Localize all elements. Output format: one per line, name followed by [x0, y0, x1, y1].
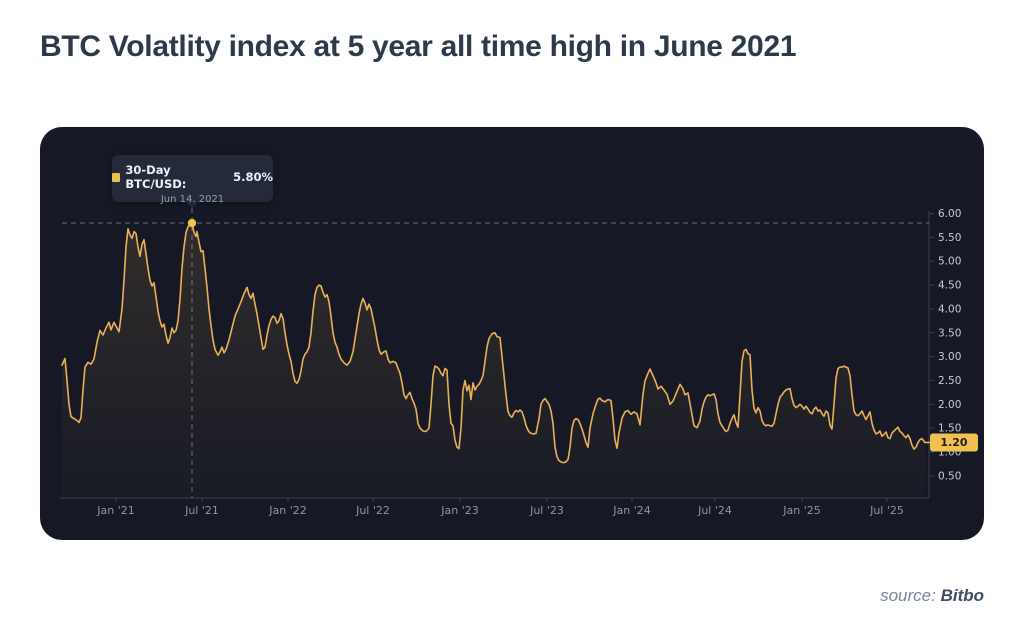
x-axis-label: Jul '24: [697, 504, 732, 517]
source-prefix: source:: [880, 586, 936, 605]
x-axis-label: Jan '21: [96, 504, 134, 517]
y-axis-label: 1.50: [938, 423, 961, 435]
tooltip-value: 5.80%: [233, 170, 273, 184]
volatility-area: [62, 223, 925, 498]
y-axis-label: 2.50: [938, 375, 961, 387]
x-axis-label: Jul '23: [529, 504, 564, 517]
chart-panel: 6.00 5.50 5.00 4.50 4.00 3.50 3.00 2.50 2.00 1.50…: [40, 127, 984, 540]
y-axis-label: 6.00: [938, 208, 961, 220]
series-color-swatch-icon: [112, 172, 121, 182]
y-axis-label: 5.00: [938, 256, 961, 268]
chart-tooltip: 30-Day BTC/USD: 5.80% Jun 14, 2021: [112, 155, 273, 208]
x-axis-label: Jul '22: [355, 504, 390, 517]
y-axis-label: 5.50: [938, 232, 961, 244]
x-axis-label: Jul '21: [184, 504, 219, 517]
page-title: BTC Volatlity index at 5 year all time h…: [40, 30, 797, 63]
y-axis-label: 0.50: [938, 470, 961, 482]
x-axis-label: Jan '22: [268, 504, 306, 517]
tooltip-series-label: 30-Day BTC/USD:: [125, 163, 187, 191]
volatility-chart-plot[interactable]: 6.00 5.50 5.00 4.50 4.00 3.50 3.00 2.50 2.00 1.50…: [40, 127, 984, 540]
current-value-label: 1.20: [940, 436, 967, 449]
tooltip-date: Jun 14, 2021: [160, 194, 225, 205]
source-name: Bitbo: [940, 586, 984, 605]
current-value-badge: [930, 433, 978, 452]
y-axis-label: 3.00: [938, 351, 961, 363]
y-axis-label: 4.00: [938, 303, 961, 315]
tooltip-series-row: 30-Day BTC/USD: 5.80%: [112, 163, 273, 191]
x-axis-label: Jan '23: [440, 504, 478, 517]
y-axis-label: 4.50: [938, 280, 961, 292]
x-axis-label: Jan '24: [612, 504, 650, 517]
x-axis-label: Jan '25: [782, 504, 820, 517]
y-axis-label: 3.50: [938, 327, 961, 339]
highlight-dot: [187, 218, 197, 228]
tooltip-caret-icon: [186, 202, 198, 208]
x-axis-label: Jul '25: [869, 504, 904, 517]
y-axis-label: 2.00: [938, 399, 961, 411]
volatility-line: [61, 222, 926, 464]
source-attribution: source: Bitbo: [880, 586, 984, 606]
